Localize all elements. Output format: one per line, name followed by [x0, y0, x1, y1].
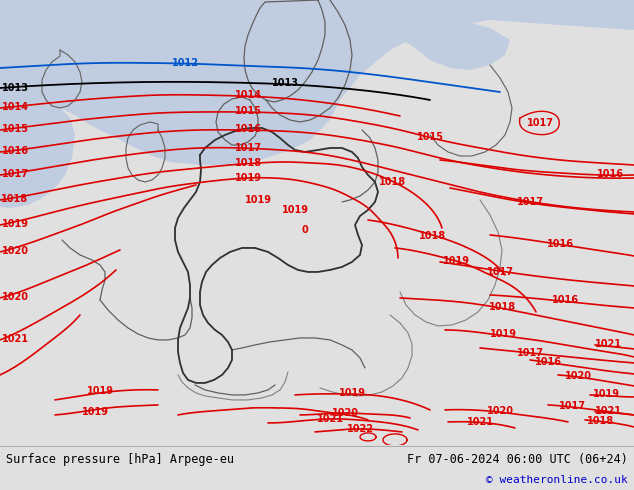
- Text: 1019: 1019: [245, 195, 271, 205]
- Text: 1019: 1019: [1, 219, 29, 229]
- Text: 1018: 1018: [378, 177, 406, 187]
- Text: 1014: 1014: [235, 90, 261, 100]
- Text: 1016: 1016: [534, 357, 562, 367]
- Text: 1017: 1017: [517, 348, 543, 358]
- Text: 1018: 1018: [235, 158, 262, 168]
- Text: 1019: 1019: [593, 389, 619, 399]
- Text: 1013: 1013: [1, 83, 29, 93]
- Text: 1018: 1018: [418, 231, 446, 241]
- Text: 1015: 1015: [1, 124, 29, 134]
- Text: 1021: 1021: [316, 414, 344, 424]
- Text: 1017: 1017: [526, 118, 553, 128]
- Text: 1016: 1016: [235, 124, 261, 134]
- Polygon shape: [380, 18, 510, 70]
- Text: 1019: 1019: [86, 386, 113, 396]
- Text: 1017: 1017: [517, 197, 543, 207]
- Text: Fr 07-06-2024 06:00 UTC (06+24): Fr 07-06-2024 06:00 UTC (06+24): [407, 453, 628, 466]
- Polygon shape: [0, 105, 75, 208]
- Polygon shape: [0, 0, 634, 165]
- Text: 1015: 1015: [235, 106, 261, 116]
- Text: 1019: 1019: [82, 407, 108, 417]
- Text: 1018: 1018: [1, 194, 29, 204]
- Text: 1017: 1017: [486, 267, 514, 277]
- Text: 1021: 1021: [1, 334, 29, 344]
- Text: 1014: 1014: [1, 102, 29, 112]
- Text: 1021: 1021: [595, 406, 621, 416]
- Text: © weatheronline.co.uk: © weatheronline.co.uk: [486, 475, 628, 485]
- Text: 1017: 1017: [559, 401, 586, 411]
- Text: 1017: 1017: [1, 169, 29, 179]
- Text: 1016: 1016: [597, 169, 623, 179]
- Text: 1016: 1016: [552, 295, 578, 305]
- Text: 0: 0: [302, 225, 308, 235]
- Text: 1017: 1017: [235, 143, 261, 153]
- Text: 1019: 1019: [443, 256, 470, 266]
- Text: 1020: 1020: [564, 371, 592, 381]
- Text: 1021: 1021: [467, 417, 493, 427]
- Text: 1019: 1019: [339, 388, 365, 398]
- Text: Surface pressure [hPa] Arpege-eu: Surface pressure [hPa] Arpege-eu: [6, 453, 234, 466]
- Text: 1016: 1016: [547, 239, 574, 249]
- Text: 1013: 1013: [271, 78, 299, 88]
- Text: 1018: 1018: [586, 416, 614, 426]
- Text: 1019: 1019: [281, 205, 309, 215]
- Text: 1015: 1015: [417, 132, 444, 142]
- Text: 1019: 1019: [235, 173, 261, 183]
- Text: 1016: 1016: [1, 146, 29, 156]
- Text: 1019: 1019: [489, 329, 517, 339]
- Text: 1020: 1020: [1, 246, 29, 256]
- Text: 1021: 1021: [595, 339, 621, 349]
- Text: 1020: 1020: [1, 292, 29, 302]
- Text: 1020: 1020: [486, 406, 514, 416]
- Text: 1018: 1018: [488, 302, 515, 312]
- Text: 1022: 1022: [347, 424, 373, 434]
- Text: 1012: 1012: [172, 58, 198, 68]
- Text: 1020: 1020: [332, 408, 358, 418]
